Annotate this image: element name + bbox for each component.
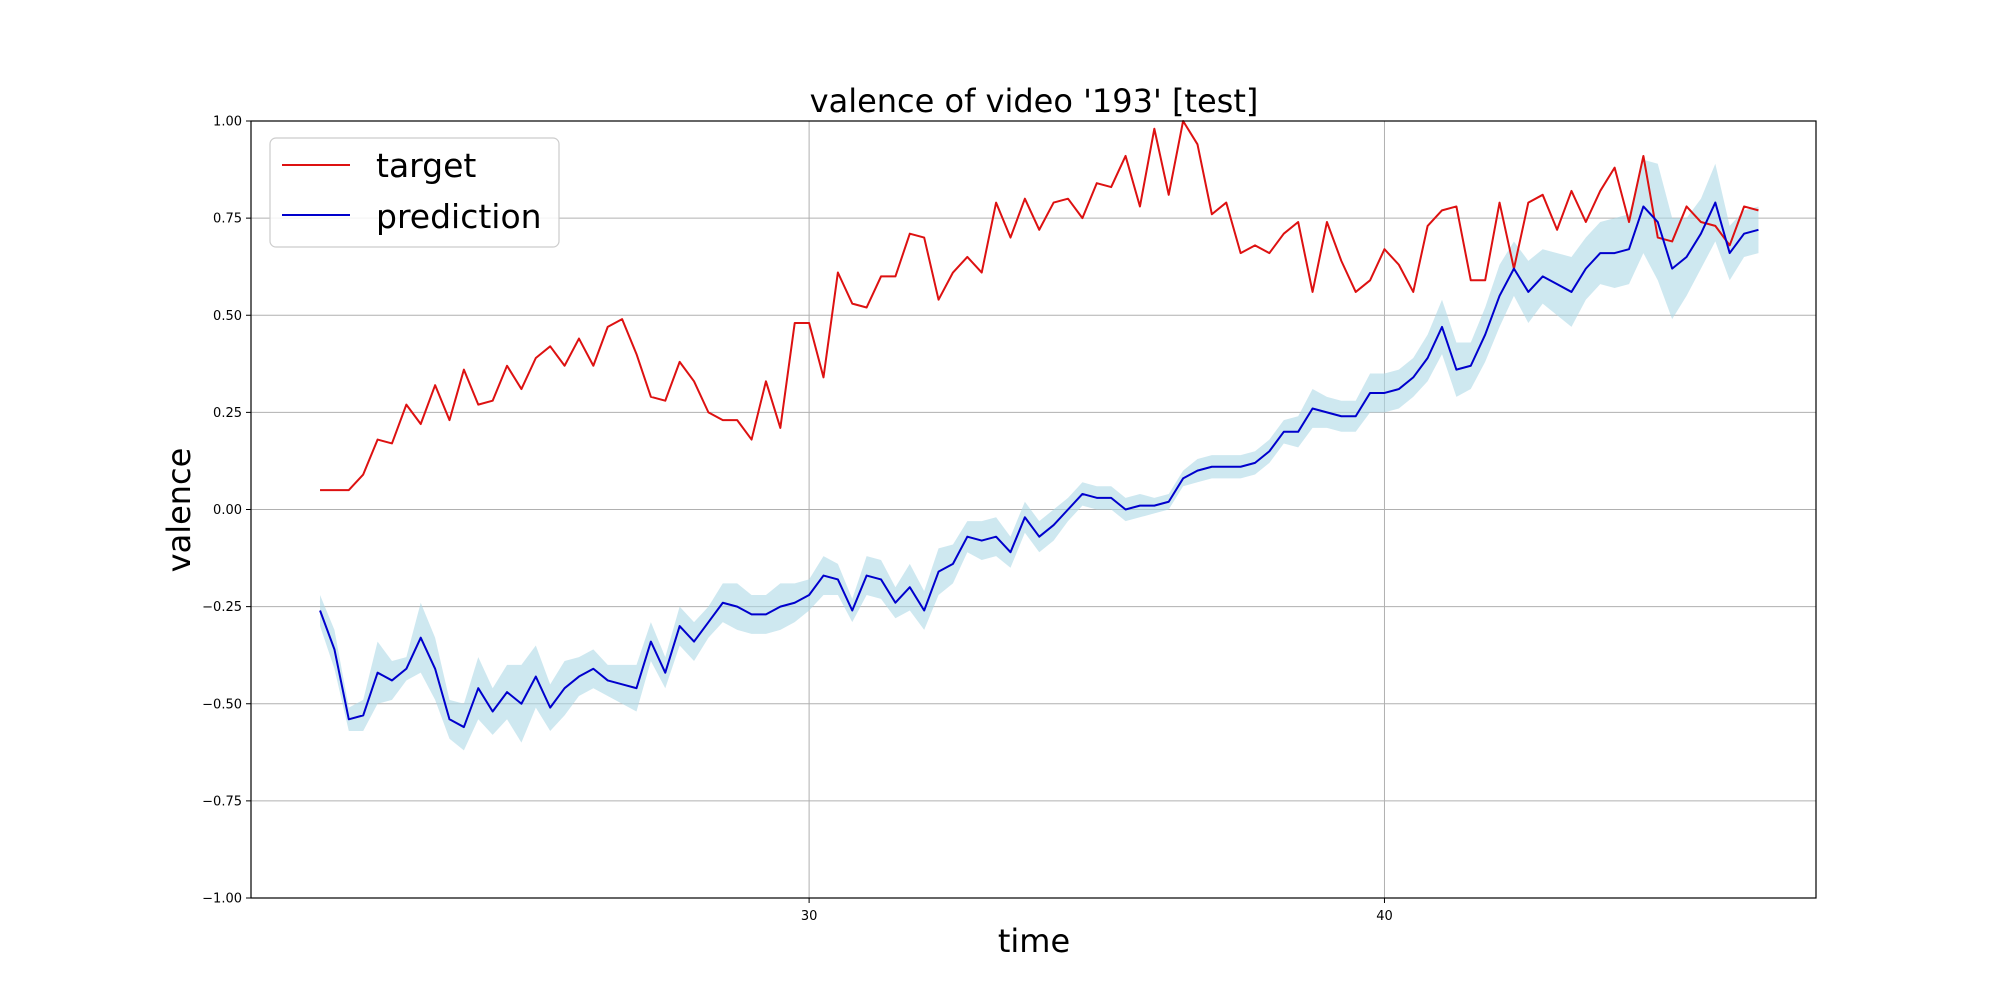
y-tick-label: 0.25 — [213, 406, 242, 421]
x-axis-ticks: 30 40 — [801, 898, 1393, 924]
prediction-band-layer — [320, 159, 1759, 751]
series-lines — [319, 120, 1759, 729]
y-tick-label: −0.75 — [202, 794, 242, 809]
chart-title: valence of video '193' [test] — [810, 82, 1259, 120]
legend: target prediction — [269, 137, 560, 248]
y-tick-label: −1.00 — [202, 892, 242, 907]
y-axis-label: valence — [160, 448, 198, 573]
legend-label-target: target — [376, 146, 476, 185]
y-tick-label: 0.75 — [213, 212, 242, 227]
x-axis-label: time — [998, 922, 1070, 960]
prediction-confidence-band — [320, 159, 1759, 751]
legend-label-prediction: prediction — [376, 197, 542, 236]
y-tick-label: 1.00 — [213, 115, 242, 130]
series-line-prediction — [319, 201, 1759, 729]
x-tick-label: 30 — [801, 909, 818, 924]
y-axis-ticks: −1.00 −0.75 −0.50 −0.25 0.00 0.25 0.50 0.75 1.00 — [202, 115, 251, 907]
y-tick-label: −0.25 — [202, 600, 242, 615]
y-tick-label: −0.50 — [202, 697, 242, 712]
x-tick-label: 40 — [1376, 909, 1393, 924]
y-tick-label: 0.50 — [213, 309, 242, 324]
y-tick-label: 0.00 — [213, 503, 242, 518]
series-line-target — [320, 120, 1759, 492]
